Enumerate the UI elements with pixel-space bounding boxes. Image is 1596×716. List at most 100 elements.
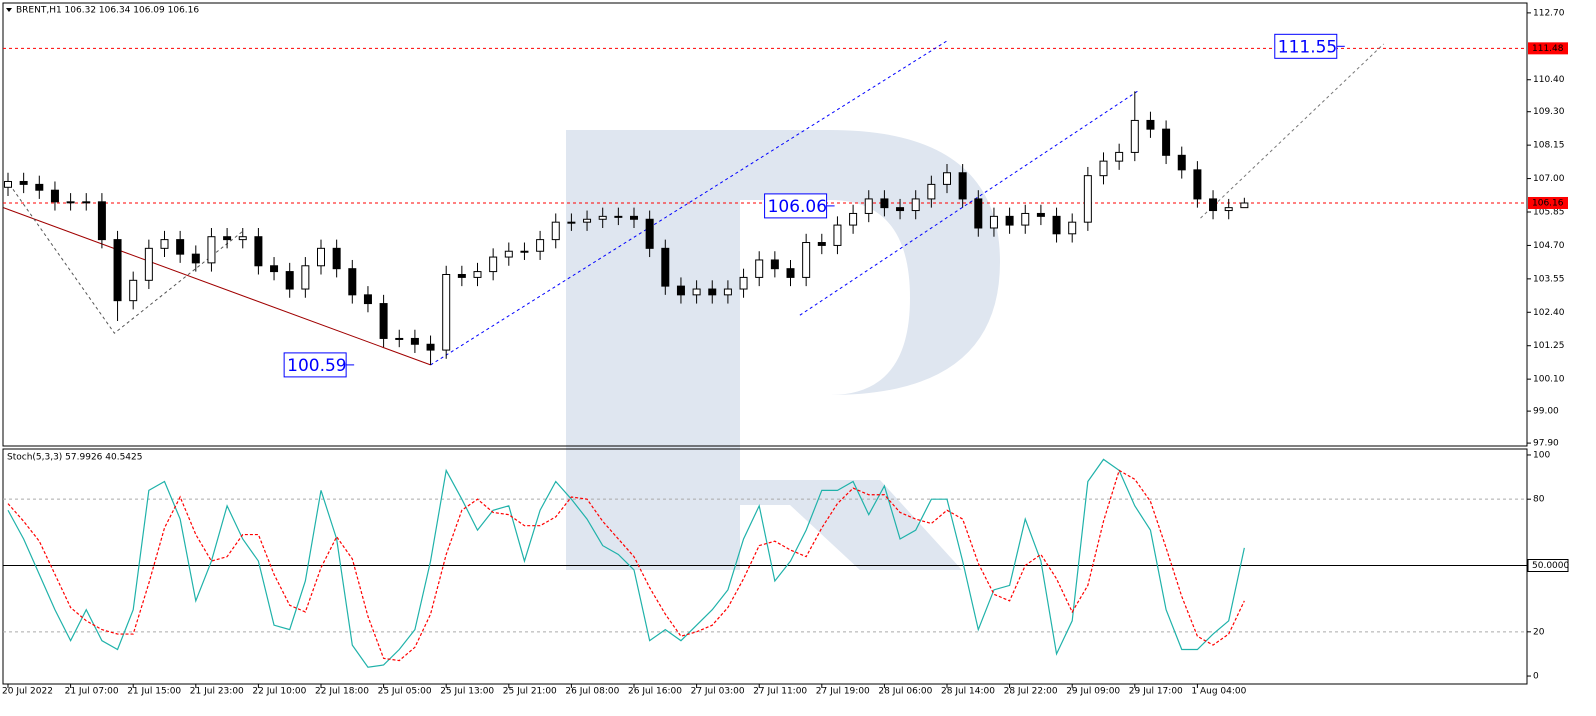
candle-body (989, 215, 998, 229)
candle-body (598, 215, 607, 220)
candle-body (896, 207, 905, 212)
candle-body (630, 215, 638, 220)
x-tick-label: 28 Jul 22:00 (1004, 687, 1058, 697)
candle-body (1083, 175, 1092, 223)
x-tick-label: 27 Jul 19:00 (816, 687, 870, 697)
level-label: 111.48 (1532, 44, 1564, 54)
annotation-label: 100.59 (287, 356, 346, 376)
logo (566, 130, 1000, 570)
candle-body (770, 259, 779, 270)
candle-body (191, 253, 200, 264)
y-tick-label: 105.85 (1533, 208, 1565, 218)
y-tick-label: 101.25 (1533, 341, 1565, 351)
candle-body (786, 268, 795, 278)
candle-body (551, 221, 560, 241)
stoch-title: Stoch(5,3,3) 57.9926 40.5425 (7, 453, 142, 463)
candle-body (802, 242, 811, 278)
candle-body (97, 201, 106, 241)
y-tick-label: 20 (1533, 627, 1545, 637)
candle-body (4, 180, 12, 188)
stoch-line (7, 458, 1245, 668)
x-tick-label: 22 Jul 18:00 (315, 687, 369, 697)
candle-body (238, 236, 247, 241)
x-tick-label: 20 Jul 2022 (2, 687, 53, 697)
candle-body (755, 259, 764, 278)
trend-line (1200, 43, 1384, 219)
y-tick-label: 102.40 (1533, 308, 1565, 318)
candle-body (66, 201, 75, 204)
candle-body (442, 273, 451, 351)
x-tick-label: 26 Jul 08:00 (565, 687, 619, 697)
candle-body (348, 268, 357, 296)
candle-body (301, 265, 310, 290)
x-tick-label: 29 Jul 17:00 (1129, 687, 1183, 697)
candle-body (692, 288, 701, 296)
candle-body (739, 276, 748, 290)
candle-body (19, 180, 28, 185)
candle-body (567, 221, 576, 224)
y-tick-label: 99.00 (1533, 407, 1559, 417)
y-tick-label: 109.30 (1533, 107, 1565, 117)
x-tick-label: 27 Jul 11:00 (753, 687, 807, 697)
y-tick-label: 100 (1533, 450, 1550, 460)
candle-body (1177, 154, 1186, 171)
candle-body (661, 247, 670, 287)
stoch-line (7, 469, 1245, 662)
candle-body (520, 250, 529, 253)
x-tick-label: 25 Jul 21:00 (503, 687, 557, 697)
x-tick-label: 26 Jul 16:00 (628, 687, 682, 697)
candle-body (35, 183, 44, 191)
candle-body (50, 189, 59, 203)
candle-body (1115, 151, 1124, 162)
x-tick-label: 25 Jul 05:00 (378, 687, 432, 697)
candle-body (426, 343, 435, 351)
y-tick-label: 104.70 (1533, 241, 1565, 251)
candle-body (1005, 215, 1014, 226)
candle-body (363, 294, 372, 305)
candle-body (1052, 215, 1061, 235)
candle-body (817, 242, 826, 246)
x-tick-label: 28 Jul 14:00 (941, 687, 995, 697)
x-tick-label: 28 Jul 06:00 (878, 687, 932, 697)
candle-body (583, 218, 592, 223)
candle-body (880, 198, 889, 209)
candle-body (332, 247, 341, 270)
candle-body (849, 212, 858, 226)
y-tick-label: 97.90 (1533, 439, 1559, 449)
candle-body (943, 172, 951, 185)
candle-body (1209, 198, 1218, 212)
x-tick-label: 29 Jul 09:00 (1066, 687, 1120, 697)
annotation-label: 106.06 (768, 197, 827, 217)
x-tick-label: 21 Jul 07:00 (65, 687, 119, 697)
candle-body (708, 288, 717, 296)
candle-body (676, 285, 685, 296)
candle-body (379, 303, 388, 339)
x-tick-label: 25 Jul 13:00 (440, 687, 494, 697)
candle-body (317, 247, 325, 267)
candle-body (1146, 119, 1155, 130)
x-tick-label: 21 Jul 23:00 (190, 687, 244, 697)
candle-body (1162, 128, 1171, 156)
menu-arrow[interactable] (6, 8, 12, 12)
candle-body (614, 215, 623, 218)
watermark (566, 130, 1000, 570)
candle-body (1036, 212, 1045, 217)
level-label: 50.0000 (1532, 561, 1569, 571)
candle-body (1193, 169, 1202, 200)
trend-line (799, 89, 1140, 316)
candle-body (958, 172, 967, 200)
y-tick-label: 80 (1533, 495, 1545, 505)
candle-body (82, 201, 91, 204)
candle-body (160, 239, 169, 249)
candle-body (1240, 202, 1249, 209)
y-tick-label: 0 (1533, 672, 1539, 682)
candle-body (176, 239, 185, 255)
candle-body (395, 337, 404, 340)
x-tick-label: 22 Jul 10:00 (252, 687, 306, 697)
candle-body (473, 271, 482, 278)
candle-body (645, 218, 654, 249)
y-tick-label: 112.70 (1533, 8, 1565, 18)
candle-body (489, 256, 498, 273)
